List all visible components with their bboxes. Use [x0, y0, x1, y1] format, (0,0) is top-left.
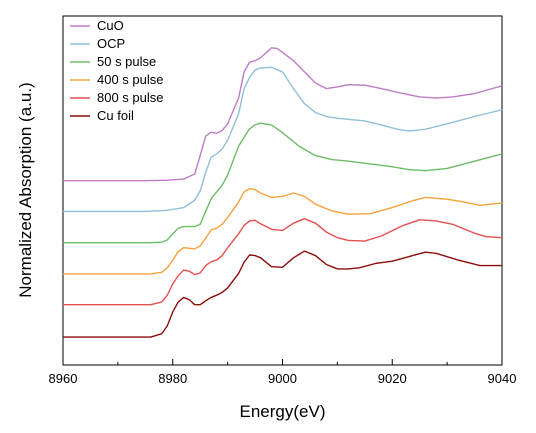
series-line-50-s-pulse [63, 122, 503, 244]
x-tick-label: 9000 [268, 371, 297, 386]
series-line-cuo [63, 47, 503, 182]
legend-label: OCP [97, 36, 125, 51]
x-tick-label: 9040 [488, 371, 517, 386]
x-tick-label: 8980 [158, 371, 187, 386]
y-axis-title: Normalized Absorption (a.u.) [16, 82, 35, 297]
series-line-cu-foil [63, 250, 502, 338]
series-line-800-s-pulse [63, 218, 503, 306]
tick-labels: 8960 8980 9000 9020 9040 [49, 371, 517, 386]
x-tick-label: 8960 [49, 371, 78, 386]
series-line-ocp [63, 66, 503, 213]
x-tick-marks [62, 359, 503, 365]
legend-label: 800 s pulse [97, 90, 164, 105]
spectra-lines [63, 47, 503, 338]
legend-label: Cu foil [97, 108, 134, 123]
legend-label: 50 s pulse [97, 54, 156, 69]
x-tick-label: 9020 [378, 371, 407, 386]
legend-label: CuO [97, 18, 124, 33]
legend-label: 400 s pulse [97, 72, 164, 87]
legend: CuO OCP 50 s pulse 400 s pulse 800 s pulse Cu… [70, 18, 164, 123]
x-axis-title: Energy(eV) [240, 402, 326, 421]
series-line-400-s-pulse [63, 187, 503, 275]
